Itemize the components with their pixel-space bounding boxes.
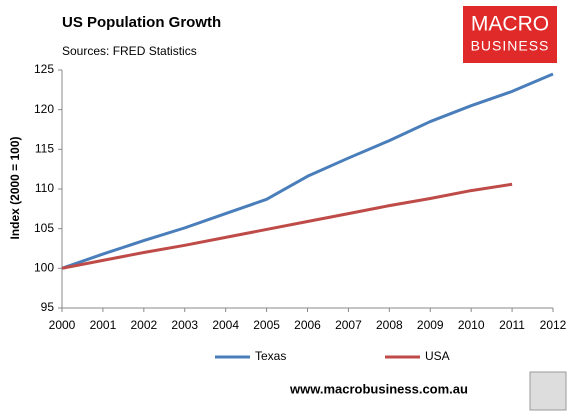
legend-label: Texas <box>255 349 286 363</box>
logo-text: BUSINESS <box>471 38 550 54</box>
logo-box <box>463 6 557 63</box>
logo-text: MACRO <box>471 13 549 36</box>
x-tick-label: 2012 <box>540 318 567 332</box>
footer: www.macrobusiness.com.au <box>289 381 468 396</box>
x-tick-label: 2011 <box>499 318 525 332</box>
y-tick-label: 125 <box>34 62 54 76</box>
y-tick-label: 115 <box>35 142 54 156</box>
y-tick-label: 120 <box>34 102 54 116</box>
x-tick-label: 2009 <box>417 318 444 332</box>
x-tick-label: 2001 <box>90 318 117 332</box>
chart-subtitle: Sources: FRED Statistics <box>62 44 197 58</box>
legend-label: USA <box>425 349 450 363</box>
y-tick-label: 100 <box>34 261 54 275</box>
x-tick-label: 2005 <box>253 318 280 332</box>
line-series <box>61 72 554 270</box>
line-series <box>61 182 513 270</box>
y-tick-label: 95 <box>41 300 55 314</box>
y-axis-label: Index (2000 = 100) <box>8 136 22 239</box>
wolf-icon <box>529 371 567 411</box>
x-tick-label: 2006 <box>294 318 321 332</box>
y-tick-label: 105 <box>34 221 54 235</box>
x-tick-label: 2008 <box>376 318 403 332</box>
x-tick-label: 2003 <box>171 318 198 332</box>
x-tick-label: 2004 <box>212 318 239 332</box>
y-tick-label: 110 <box>35 181 54 195</box>
x-tick-label: 2002 <box>130 318 157 332</box>
x-tick-label: 2010 <box>458 318 485 332</box>
x-tick-label: 2007 <box>335 318 362 332</box>
chart-title: US Population Growth <box>62 14 221 31</box>
x-tick-label: 2000 <box>49 318 76 332</box>
